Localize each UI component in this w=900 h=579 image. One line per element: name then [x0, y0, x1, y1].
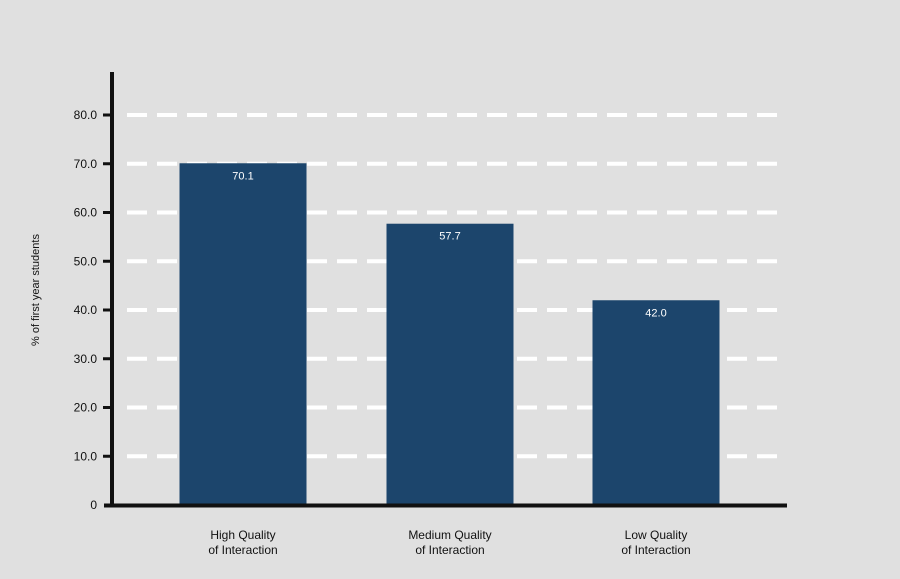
x-category-label-line: Medium Quality	[408, 528, 491, 542]
data-label: 42.0	[645, 307, 666, 319]
bars	[179, 163, 720, 505]
bar	[386, 223, 514, 505]
labels: 0 10.0 20.0 30.0 40.0 50.0 60.0 70.0 80.0 70.1 Hig…	[74, 108, 691, 557]
x-category-label-line: Low Quality	[625, 528, 688, 542]
axes	[103, 72, 787, 508]
y-tick-label: 0	[90, 498, 97, 512]
x-category-label: Medium Quality of Interaction	[408, 528, 491, 557]
y-tick-label: 40.0	[74, 303, 98, 317]
y-tick-label: 50.0	[74, 254, 98, 268]
x-category-label-line: of Interaction	[415, 543, 484, 557]
y-tick-label: 70.0	[74, 157, 98, 171]
x-category-label-line: High Quality	[210, 528, 275, 542]
y-tick-label: 60.0	[74, 206, 98, 220]
x-category-label: High Quality of Interaction	[208, 528, 277, 557]
x-category-label-line: of Interaction	[621, 543, 690, 557]
y-tick-label: 80.0	[74, 108, 98, 122]
x-category-label-line: of Interaction	[208, 543, 277, 557]
bar	[179, 163, 307, 505]
data-label: 57.7	[439, 231, 460, 243]
y-tick-label: 20.0	[74, 401, 98, 415]
bar	[592, 300, 720, 505]
y-axis-title: % of first year students	[30, 234, 42, 346]
y-tick-label: 10.0	[74, 449, 98, 463]
data-label: 70.1	[232, 170, 253, 182]
y-tick-label: 30.0	[74, 352, 98, 366]
x-category-label: Low Quality of Interaction	[621, 528, 690, 557]
